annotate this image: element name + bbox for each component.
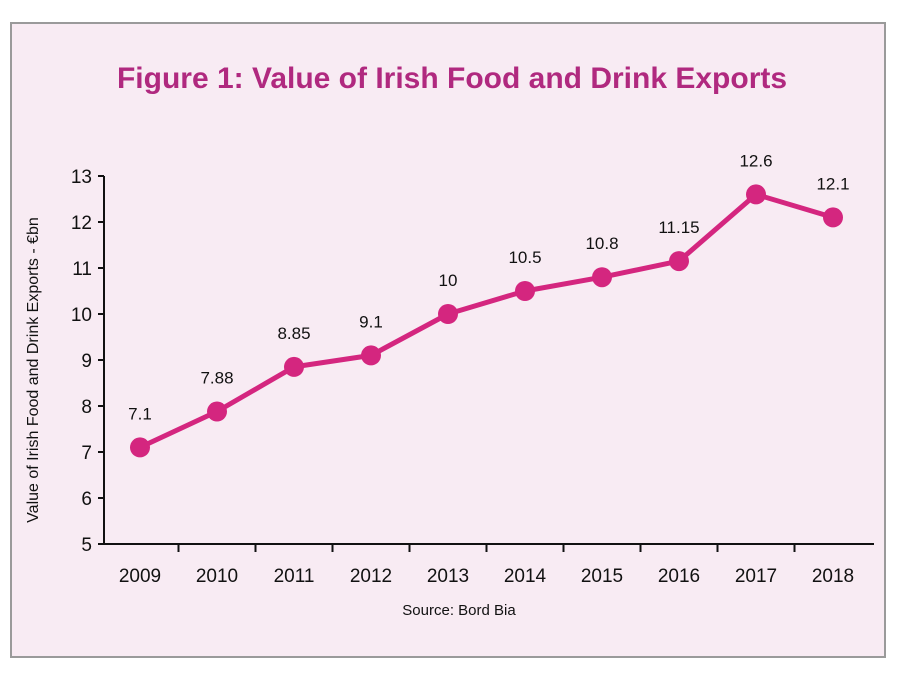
y-tick-label: 11 — [72, 259, 92, 280]
y-ticks: 5 6 7 8 9 10 11 12 13 — [71, 167, 104, 556]
x-tick-label: 2011 — [274, 566, 315, 587]
y-tick-label: 6 — [81, 489, 92, 510]
data-label: 10.8 — [585, 234, 618, 253]
x-tick-label: 2016 — [658, 566, 700, 587]
y-tick-label: 5 — [81, 535, 92, 556]
data-label: 7.88 — [200, 369, 233, 388]
y-tick-label: 8 — [81, 397, 92, 418]
data-label: 10.5 — [508, 248, 541, 267]
x-tick-label: 2014 — [504, 566, 547, 587]
y-axis-title: Value of Irish Food and Drink Exports - … — [25, 217, 42, 523]
chart-title: Figure 1: Value of Irish Food and Drink … — [116, 62, 788, 95]
data-label: 12.1 — [816, 174, 849, 193]
chart-frame — [10, 22, 886, 658]
data-label: 8.85 — [277, 324, 310, 343]
x-tick-label: 2012 — [350, 566, 392, 587]
x-tick-label: 2010 — [196, 566, 238, 587]
x-tick-label: 2013 — [427, 566, 469, 587]
data-point — [207, 401, 227, 422]
data-label: 10 — [439, 271, 458, 290]
data-point — [361, 345, 381, 366]
data-point — [438, 304, 458, 324]
data-label: 11.15 — [658, 218, 699, 237]
y-tick-label: 13 — [71, 167, 92, 188]
x-ticks: 2009 2010 2011 2012 2013 2014 2015 2016 2017 2018 — [119, 544, 854, 587]
source-note: Source: Bord Bia — [402, 602, 516, 619]
data-point — [592, 267, 612, 288]
data-point — [130, 437, 150, 458]
data-labels: 7.1 7.88 8.85 9.1 10 10.5 10.8 11.15 12.6 12.1 — [128, 151, 849, 423]
y-tick-label: 12 — [71, 213, 92, 234]
axes — [103, 176, 874, 545]
x-tick-label: 2015 — [581, 566, 623, 587]
data-label: 7.1 — [128, 404, 152, 423]
data-point — [284, 356, 304, 377]
y-tick-label: 9 — [81, 351, 92, 372]
x-tick-label: 2018 — [812, 566, 854, 587]
series-line — [138, 191, 834, 450]
series — [130, 184, 843, 458]
data-label: 12.6 — [739, 151, 772, 170]
data-label: 9.1 — [359, 312, 383, 331]
y-tick-label: 7 — [81, 443, 92, 464]
data-point — [515, 281, 535, 301]
data-point — [669, 251, 689, 272]
y-tick-label: 10 — [71, 305, 92, 326]
data-point — [823, 207, 843, 228]
x-tick-label: 2009 — [119, 566, 161, 587]
data-point — [746, 184, 766, 205]
x-tick-label: 2017 — [735, 566, 777, 587]
